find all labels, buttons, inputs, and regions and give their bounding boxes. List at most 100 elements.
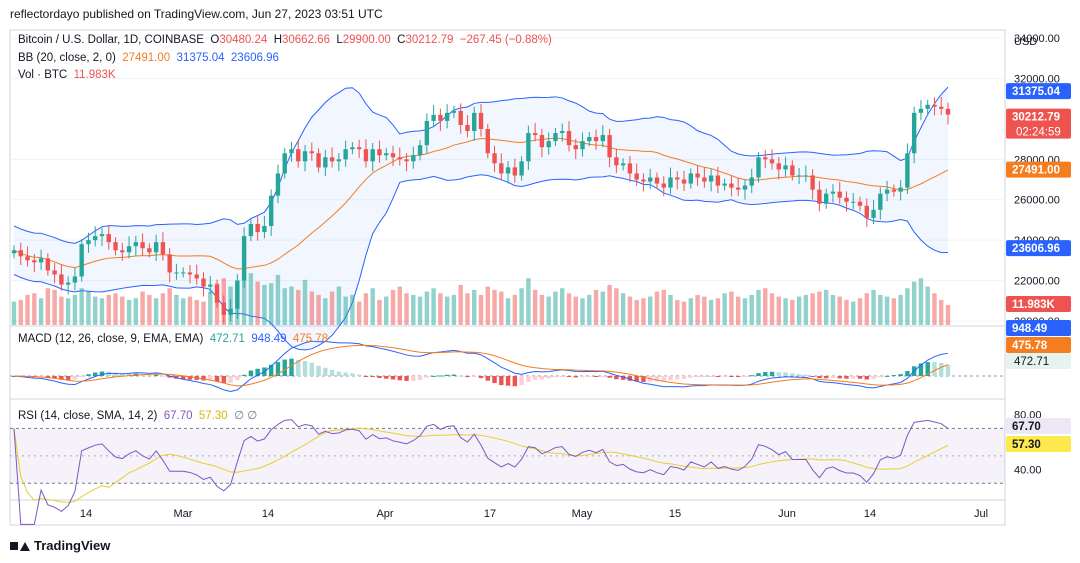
macd-histogram-bar <box>478 376 484 379</box>
volume-legend: Vol · BTC 11.983K <box>18 69 116 81</box>
macd-histogram-bar <box>593 376 599 377</box>
volume-bar <box>289 286 294 325</box>
candle <box>823 193 829 204</box>
macd-signal-line <box>13 344 949 387</box>
volume-bar <box>404 293 409 325</box>
candle <box>790 165 795 176</box>
macd-histogram-bar <box>302 361 308 376</box>
macd-histogram-bar <box>661 376 666 382</box>
macd-histogram-bar <box>323 367 328 376</box>
volume-tag-bg <box>1006 296 1071 312</box>
candle <box>174 272 179 274</box>
volume-bar <box>296 289 301 325</box>
macd-histogram-bar <box>79 376 84 377</box>
candle <box>32 260 37 263</box>
footer-brand-text: TradingView <box>34 538 111 553</box>
volume-bar <box>932 293 937 325</box>
candle <box>377 149 382 156</box>
macd-histogram-bar <box>939 362 944 376</box>
volume-bar <box>133 298 139 325</box>
candle <box>485 129 490 154</box>
macd-histogram-bar <box>573 376 578 378</box>
volume-bar <box>512 294 518 325</box>
candle <box>194 274 199 279</box>
macd-histogram-bar <box>580 376 585 378</box>
macd-histogram-bar <box>147 375 152 377</box>
macd-histogram-bar <box>255 368 260 376</box>
macd-histogram-bar <box>918 363 924 376</box>
macd-histogram-bar <box>444 374 450 376</box>
volume-bar <box>167 288 172 325</box>
x-tick-label: 14 <box>80 508 92 520</box>
volume-bar <box>620 293 626 325</box>
candle <box>600 135 606 142</box>
macd-histogram-bar <box>905 371 910 376</box>
volume-bar <box>607 284 612 325</box>
candle <box>546 141 551 148</box>
volume-bar <box>424 291 430 325</box>
macd-histogram-bar <box>465 376 470 378</box>
macd-histogram-bar <box>397 376 402 381</box>
close-label: C <box>397 34 406 46</box>
volume-bar <box>939 299 944 325</box>
volume-bar <box>648 296 653 325</box>
volume-bar <box>851 301 856 325</box>
macd-histogram-bar <box>614 376 619 380</box>
candle <box>607 135 612 158</box>
candle <box>884 189 890 194</box>
volume-bar <box>796 296 802 325</box>
macd-histogram-bar <box>857 376 863 379</box>
candle <box>939 106 944 109</box>
candle <box>302 151 308 162</box>
volume-bar <box>519 288 524 325</box>
rsi-value-tag-bg <box>1006 418 1071 434</box>
candle <box>641 179 646 182</box>
last-price-tag-bg <box>1006 108 1071 139</box>
volume-bar <box>898 294 903 325</box>
footer-brand[interactable]: TradingView <box>10 538 110 553</box>
macd-histogram-bar <box>282 359 287 376</box>
candle <box>478 112 484 130</box>
volume-bar <box>86 291 91 325</box>
candle <box>810 175 815 190</box>
macd-histogram-bar <box>871 376 876 380</box>
macd-histogram-bar <box>607 376 612 378</box>
candle <box>519 161 524 176</box>
price-tick-label: 22000.00 <box>1014 276 1060 288</box>
volume-bar <box>160 293 166 325</box>
volume-bar <box>377 299 382 325</box>
volume-bar <box>275 274 281 325</box>
candle <box>796 175 802 177</box>
candle <box>735 187 741 190</box>
candle <box>248 223 254 237</box>
volume-bar <box>397 286 402 325</box>
macd-histogram-bar <box>532 376 538 380</box>
candle <box>167 254 172 273</box>
volume-bar <box>93 296 98 325</box>
volume-bar <box>187 296 193 325</box>
volume-bar <box>52 289 57 325</box>
macd-histogram-bar <box>783 372 788 376</box>
volume-bar <box>363 293 369 325</box>
candle <box>532 133 538 136</box>
volume-bar <box>505 298 511 325</box>
macd-histogram-bar <box>742 376 748 377</box>
candle <box>296 149 301 162</box>
rsi-label: RSI (14, close, SMA, 14, 2) <box>18 410 158 422</box>
candle <box>783 165 788 170</box>
vol-value: 11.983K <box>73 69 116 81</box>
candle <box>356 147 362 150</box>
macd-histogram-bar <box>356 374 362 376</box>
candle <box>681 179 687 184</box>
macd-histogram-bar <box>627 376 633 381</box>
macd-histogram-bar <box>201 376 206 381</box>
volume-bar <box>675 299 680 325</box>
volume-bar <box>749 294 754 325</box>
volume-bar <box>803 294 809 325</box>
candle <box>370 149 375 162</box>
macd-line-value: 948.49 <box>251 333 287 345</box>
candle <box>749 177 754 186</box>
macd-histogram-bar <box>390 376 396 380</box>
volume-bar <box>756 289 761 325</box>
